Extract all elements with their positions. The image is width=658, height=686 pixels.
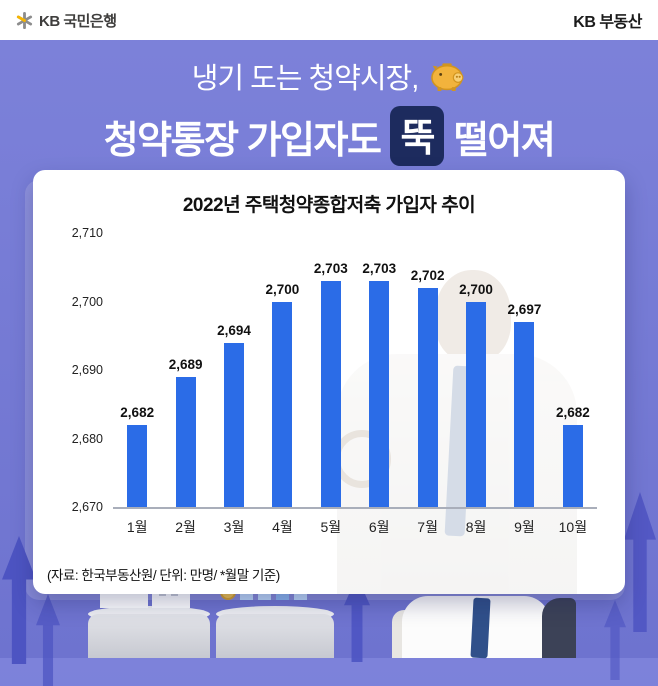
kb-bank-logo-text: KB 국민은행	[39, 12, 117, 30]
bar-value-label: 2,702	[410, 267, 445, 283]
x-axis-label: 1월	[126, 519, 148, 535]
bar	[369, 280, 390, 507]
bar-column: 2,697	[500, 233, 548, 507]
x-axis-label: 10월	[558, 519, 588, 535]
y-axis-tick: 2,700	[71, 294, 103, 309]
bar	[320, 280, 341, 507]
x-axis-labels: 1월 2월 3월 4월 5월 6월 7월 8월 9월 10월	[113, 509, 597, 537]
bar-column: 2,700	[258, 233, 306, 507]
chart-bars: 2,682 2,689 2,694 2,700 2,703 2,703 2,702 2,700…	[113, 233, 597, 507]
bar-column: 2,703	[355, 233, 403, 507]
bar	[224, 342, 245, 507]
bar-value-label: 2,700	[459, 281, 493, 297]
bar-column: 2,694	[210, 233, 258, 507]
pedestal-left	[88, 600, 210, 658]
bar	[417, 287, 438, 507]
bar	[562, 424, 583, 507]
y-axis-tick: 2,690	[71, 363, 103, 377]
bar	[514, 322, 535, 507]
up-arrow-icon	[36, 594, 60, 686]
businessman-suit	[542, 598, 576, 658]
y-axis-tick: 2,670	[71, 500, 103, 514]
hero-line1: 냉기 도는 청약시장,	[0, 55, 658, 97]
bar-value-label: 2,682	[120, 404, 155, 420]
chart-card: 2022년 주택청약종합저축 가입자 추이 2,682 2,689 2,694 2,7…	[33, 170, 625, 594]
x-axis-label: 2월	[175, 519, 196, 535]
hero-line2-before: 청약통장 가입자도	[103, 119, 382, 162]
hero-line2: 청약통장 가입자도 뚝 떨어져	[0, 106, 658, 166]
hero-line1-text: 냉기 도는 청약시장,	[191, 63, 420, 95]
bar-value-label: 2,689	[168, 356, 203, 372]
businessman-figure	[392, 596, 576, 659]
pedestal-body	[216, 614, 334, 658]
x-axis-label: 8월	[465, 519, 487, 535]
x-axis-label: 9월	[514, 519, 535, 535]
bar-value-label: 2,703	[313, 260, 348, 276]
bar-column: 2,703	[307, 233, 355, 507]
bar-column: 2,682	[113, 233, 161, 507]
pedestal-center	[216, 592, 334, 658]
y-axis-tick: 2,680	[71, 431, 103, 446]
highlight-word-badge: 뚝	[390, 106, 444, 166]
pedestal-body	[88, 614, 210, 658]
bar-column: 2,682	[549, 233, 597, 507]
x-axis-label: 4월	[272, 519, 293, 535]
chart-title: 2022년 주택청약종합저축 가입자 추이	[182, 195, 476, 216]
hero-line2-after: 떨어져	[453, 119, 556, 162]
bar-value-label: 2,694	[217, 322, 251, 338]
x-axis-label: 7월	[417, 519, 438, 535]
bar-value-label: 2,700	[265, 281, 300, 297]
source-note: (자료: 한국부동산원/ 단위: 만명/ *월말 기준)	[47, 568, 280, 583]
up-arrow-icon	[624, 492, 656, 632]
bar	[127, 424, 148, 507]
businessman-tie	[470, 597, 491, 659]
x-axis-label: 3월	[223, 519, 245, 535]
chart-plot: 2,682 2,689 2,694 2,700 2,703 2,703 2,702 2,700…	[72, 226, 597, 514]
hero-title-block: 냉기 도는 청약시장, 청약통장 가입자도 뚝 떨어져	[0, 40, 658, 166]
kb-bank-logo: KB 국민은행	[16, 10, 117, 31]
y-axis-tick: 2,710	[71, 226, 103, 240]
piggy-bank-icon	[428, 60, 466, 92]
bar-value-label: 2,703	[362, 260, 397, 276]
bar-value-label: 2,682	[555, 404, 590, 420]
bar-column: 2,702	[403, 233, 451, 507]
kb-realestate-logo-text: KB 부동산	[573, 14, 642, 31]
bar	[272, 301, 293, 507]
x-axis-label: 6월	[368, 519, 390, 535]
bar-column: 2,689	[161, 233, 209, 507]
bar-column: 2,700	[452, 233, 500, 507]
bar	[175, 376, 196, 507]
up-arrow-icon	[604, 600, 626, 680]
bar-value-label: 2,697	[507, 302, 542, 318]
x-axis-label: 5월	[320, 519, 342, 535]
bar	[466, 301, 487, 507]
header-bar: KB 국민은행 KB 부동산	[0, 0, 658, 40]
kb-asterisk-icon	[16, 11, 33, 29]
